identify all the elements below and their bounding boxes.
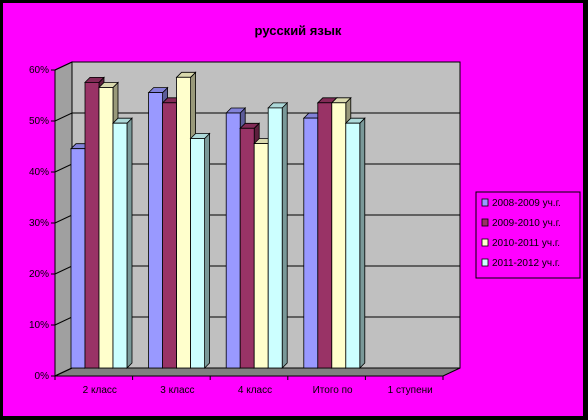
legend-box (475, 191, 581, 279)
bar (189, 132, 211, 369)
bar (112, 117, 133, 369)
legend: 2008-2009 уч.г. 2009-2010 уч.г. 2010-2011 … (475, 191, 581, 279)
bar (267, 101, 289, 369)
y-tick-label: 0% (35, 371, 50, 382)
legend-label: 2011-2012 уч.г. (492, 258, 560, 269)
floor (54, 367, 461, 377)
bars (70, 71, 366, 369)
legend-label: 2008-2009 уч.г. (492, 198, 561, 209)
chart-area: русский язык 0% 10% 20% 30% 40% 50% 60% 2 клас… (3, 3, 583, 416)
bar (344, 117, 366, 369)
legend-swatch (481, 218, 489, 227)
x-tick-label: 2 класс (83, 385, 117, 396)
bar-chart: русский язык 0% 10% 20% 30% 40% 50% 60% 2 клас… (29, 23, 581, 396)
y-tick-label: 10% (29, 320, 49, 331)
y-tick-label: 40% (29, 167, 49, 178)
y-axis-ticks: 0% 10% 20% 30% 40% 50% 60% (29, 65, 56, 382)
gridline (54, 61, 460, 71)
x-tick-label: 3 класс (160, 385, 194, 396)
y-tick-label: 30% (29, 218, 49, 229)
legend-label: 2010-2011 уч.г. (492, 238, 560, 249)
legend-swatch (481, 198, 489, 207)
legend-swatch (481, 258, 489, 267)
x-tick-label: 1 ступени (388, 385, 433, 396)
legend-label: 2009-2010 уч.г. (492, 218, 561, 229)
y-tick-label: 60% (29, 65, 49, 76)
x-tick-label: Итого по (313, 385, 353, 396)
x-tick-label: 4 класс (238, 385, 272, 396)
y-tick-label: 20% (29, 269, 49, 280)
y-tick-label: 50% (29, 116, 49, 127)
legend-swatch (481, 238, 489, 247)
x-axis-ticks: 2 класс 3 класс 4 класс Итого по 1 ступени (54, 376, 444, 396)
chart-title: русский язык (255, 23, 342, 38)
